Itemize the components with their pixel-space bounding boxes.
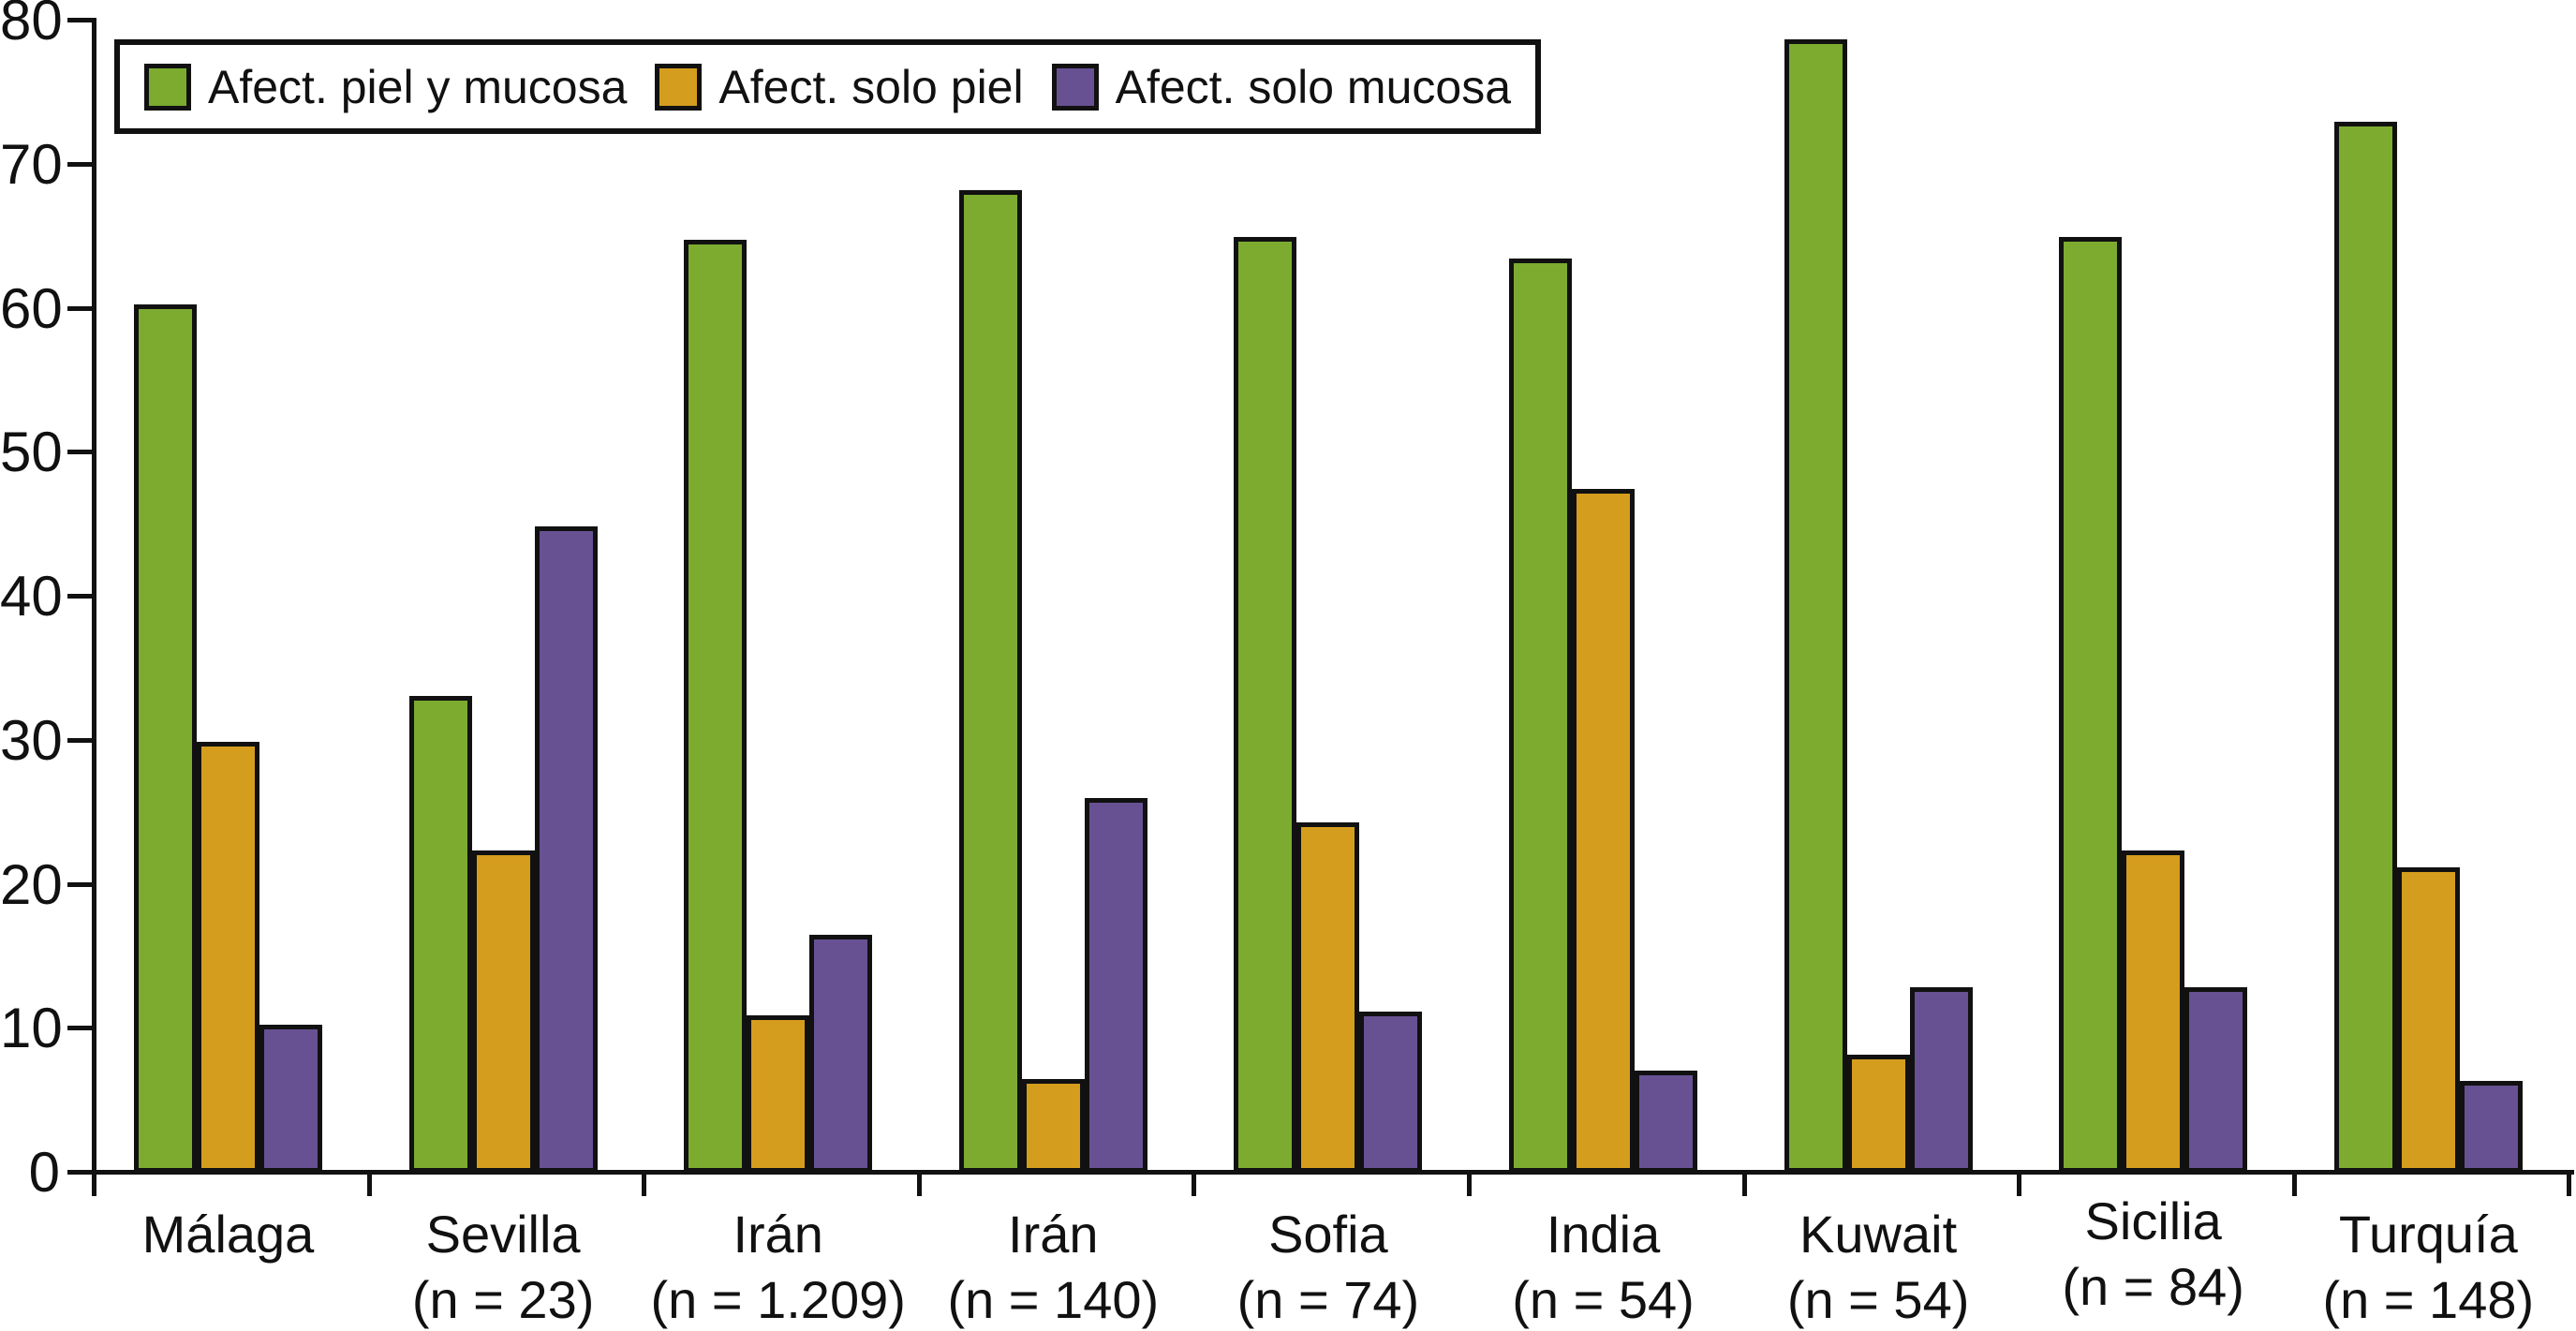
x-label-name: Sofia: [1268, 1205, 1388, 1264]
x-label-n: (n = 74): [1236, 1270, 1420, 1329]
x-axis-category-label: India (n = 54): [1454, 1202, 1754, 1331]
y-axis-tick: [67, 161, 92, 167]
bar-afect-solo-piel-sicilia-7: [2122, 850, 2185, 1173]
bar-afect-solo-mucosa-sevilla-1: [534, 525, 598, 1173]
x-label-n: (n = 148): [2322, 1270, 2535, 1329]
bar-afect-solo-piel-m-laga-0: [197, 742, 259, 1173]
y-axis-tick: [67, 737, 92, 743]
legend-label-piel-y-mucosa: Afect. piel y mucosa: [208, 60, 628, 113]
x-label-name: Turquía: [2338, 1205, 2518, 1264]
bar-afect-solo-mucosa-sofia-4: [1359, 1011, 1423, 1173]
y-axis-tick-label: 60: [0, 276, 63, 340]
y-axis-tick: [67, 450, 92, 455]
x-axis-category-label: Irán (n = 1.209): [629, 1202, 928, 1331]
bar-afect-piel-y-mucosa-india-5: [1509, 258, 1572, 1173]
x-label-name: India: [1546, 1205, 1661, 1264]
bar-afect-piel-y-mucosa-sevilla-1: [408, 696, 472, 1173]
x-label-n: (n = 54): [1786, 1270, 1970, 1329]
x-axis-category-label: Turquía (n = 148): [2278, 1202, 2576, 1331]
bar-afect-solo-piel-sofia-4: [1296, 822, 1360, 1173]
bar-afect-solo-mucosa-ir-n-3: [1084, 798, 1147, 1173]
bar-afect-piel-y-mucosa-m-laga-0: [134, 303, 197, 1173]
bar-afect-solo-piel-ir-n-2: [747, 1015, 810, 1173]
bar-afect-solo-mucosa-turqu-a-8: [2459, 1080, 2523, 1173]
bar-afect-piel-y-mucosa-ir-n-3: [958, 190, 1022, 1173]
x-label-name: Málaga: [141, 1205, 315, 1264]
legend-label-solo-mucosa: Afect. solo mucosa: [1115, 60, 1512, 113]
x-axis-tick: [92, 1173, 96, 1196]
x-label-name: Irán: [733, 1205, 823, 1264]
x-axis-tick: [916, 1173, 922, 1196]
bar-afect-piel-y-mucosa-ir-n-2: [684, 239, 748, 1173]
x-axis-category-label: Sevilla (n = 23): [353, 1202, 653, 1331]
x-label-n: (n = 84): [2062, 1257, 2244, 1316]
x-axis-category-label: Málaga: [79, 1202, 378, 1267]
x-axis-tick: [1467, 1173, 1472, 1196]
bar-afect-solo-mucosa-m-laga-0: [259, 1024, 322, 1173]
bar-afect-piel-y-mucosa-sofia-4: [1234, 236, 1297, 1173]
bar-afect-solo-mucosa-sicilia-7: [2184, 986, 2248, 1173]
y-axis-tick: [67, 1170, 92, 1175]
x-axis-category-label: Sicilia (n = 84): [2004, 1189, 2303, 1320]
x-label-n: (n = 54): [1512, 1270, 1695, 1329]
legend-label-solo-piel: Afect. solo piel: [718, 60, 1024, 113]
y-axis-tick-label: 10: [0, 997, 63, 1060]
x-axis-category-label: Sofia (n = 74): [1178, 1202, 1478, 1331]
legend-item-solo-piel: Afect. solo piel: [655, 60, 1024, 114]
y-axis-tick-label: 40: [0, 565, 63, 628]
bar-afect-solo-piel-ir-n-3: [1021, 1079, 1085, 1173]
x-label-name: Kuwait: [1799, 1205, 1958, 1264]
x-label-n: (n = 140): [947, 1270, 1160, 1329]
x-label-name: Sevilla: [425, 1205, 581, 1264]
bar-afect-solo-piel-kuwait-6: [1846, 1054, 1910, 1173]
y-axis-tick-label: 0: [28, 1141, 60, 1204]
bar-afect-solo-mucosa-kuwait-6: [1909, 986, 1973, 1173]
x-axis-tick: [1192, 1173, 1197, 1196]
legend-item-piel-y-mucosa: Afect. piel y mucosa: [144, 60, 627, 114]
legend-swatch-solo-piel-icon: [655, 63, 703, 111]
x-axis-category-label: Kuwait (n = 54): [1728, 1202, 2028, 1331]
bar-afect-solo-mucosa-india-5: [1635, 1070, 1697, 1173]
y-axis-tick: [67, 594, 92, 599]
y-axis-tick-label: 80: [0, 0, 63, 52]
legend: Afect. piel y mucosa Afect. solo piel Af…: [114, 39, 1542, 134]
x-label-name: Irán: [1008, 1205, 1099, 1264]
y-axis-tick-label: 20: [0, 852, 63, 916]
y-axis-tick: [67, 881, 92, 887]
legend-item-solo-mucosa: Afect. solo mucosa: [1051, 60, 1512, 114]
y-axis-tick-label: 50: [0, 421, 63, 484]
x-axis-tick: [1741, 1173, 1747, 1196]
x-label-name: Sicilia: [2084, 1191, 2222, 1250]
bar-afect-solo-piel-turqu-a-8: [2396, 867, 2460, 1173]
y-axis-line: [92, 18, 96, 1196]
x-axis-tick: [642, 1173, 647, 1196]
bar-afect-piel-y-mucosa-turqu-a-8: [2333, 121, 2397, 1173]
legend-swatch-piel-y-mucosa-icon: [144, 63, 191, 111]
y-axis-tick-label: 30: [0, 708, 63, 772]
bar-afect-piel-y-mucosa-kuwait-6: [1784, 38, 1847, 1173]
x-axis-tick: [2017, 1173, 2022, 1196]
y-axis-tick: [67, 1026, 92, 1031]
x-label-n: (n = 1.209): [650, 1270, 906, 1329]
x-label-n: (n = 23): [411, 1270, 595, 1329]
x-axis-tick: [2567, 1173, 2572, 1196]
legend-swatch-solo-mucosa-icon: [1051, 63, 1099, 111]
bar-afect-solo-piel-sevilla-1: [471, 850, 535, 1173]
y-axis-tick: [67, 18, 92, 22]
bar-afect-solo-mucosa-ir-n-2: [809, 935, 873, 1173]
x-axis-category-label: Irán (n = 140): [903, 1202, 1203, 1331]
y-axis-tick-label: 70: [0, 132, 63, 196]
x-axis-tick: [2291, 1173, 2297, 1196]
y-axis-tick: [67, 305, 92, 311]
bar-afect-piel-y-mucosa-sicilia-7: [2059, 236, 2123, 1173]
bar-afect-solo-piel-india-5: [1572, 488, 1635, 1173]
x-axis-tick: [366, 1173, 372, 1196]
